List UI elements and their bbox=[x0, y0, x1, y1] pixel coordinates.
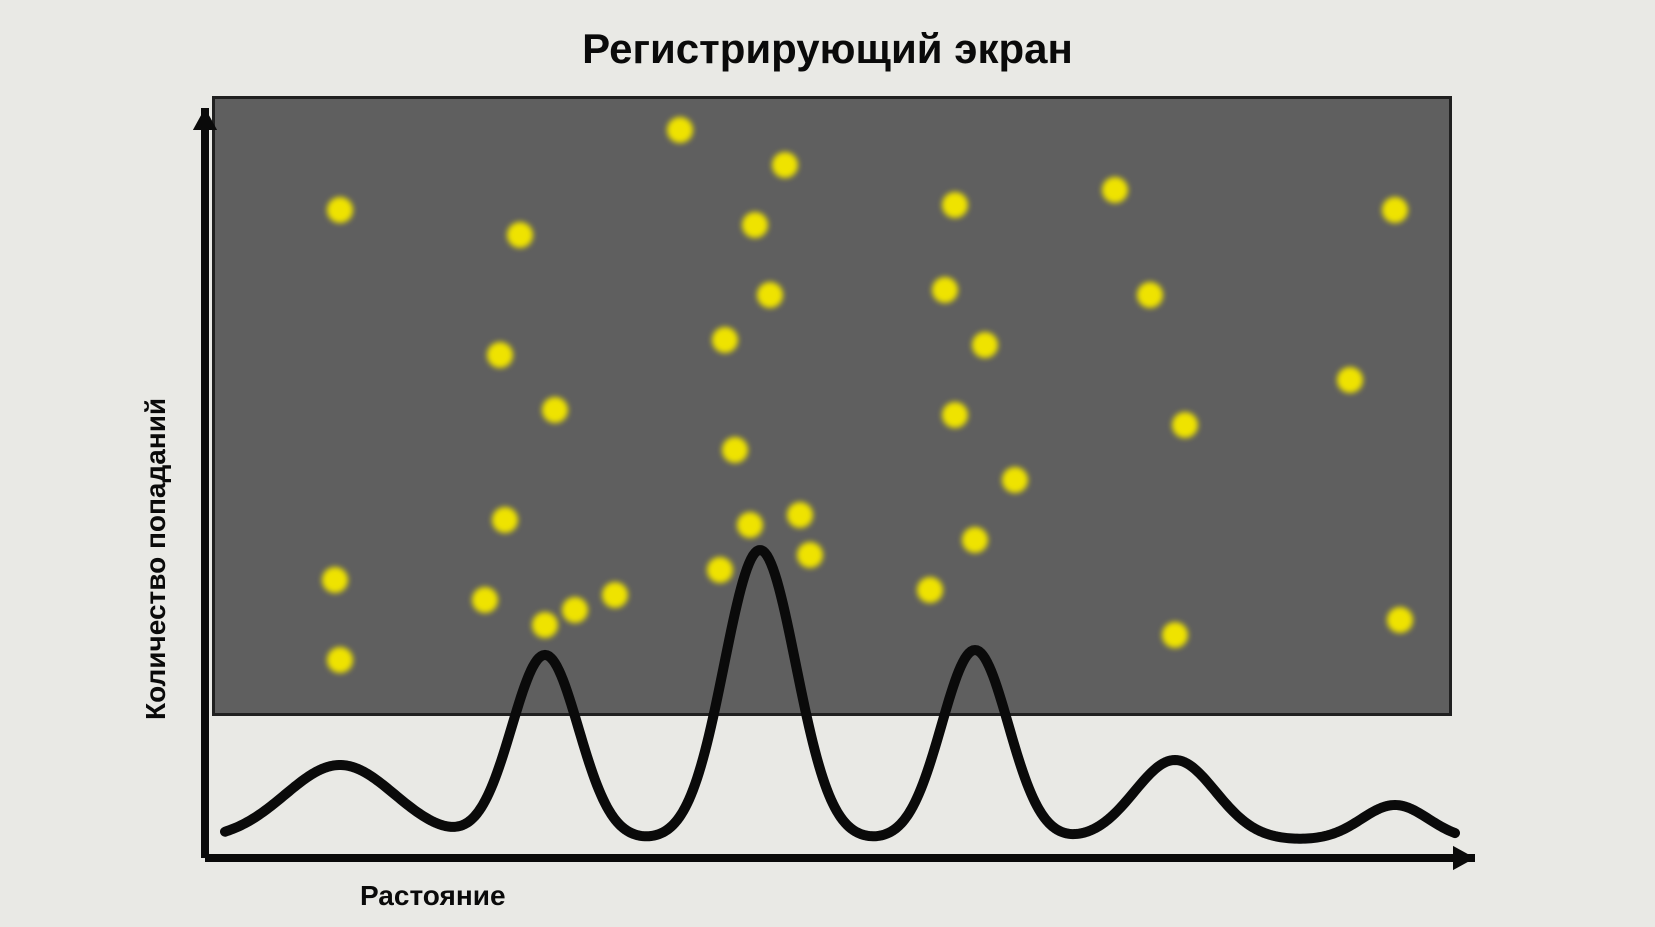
electron-hit-dot bbox=[942, 192, 968, 218]
electron-hit-dot bbox=[787, 502, 813, 528]
axes-and-curve bbox=[0, 0, 1655, 927]
electron-hit-dot bbox=[1002, 467, 1028, 493]
electron-hit-dot bbox=[962, 527, 988, 553]
electron-hit-dot bbox=[1137, 282, 1163, 308]
electron-hit-dot bbox=[667, 117, 693, 143]
electron-hit-dot bbox=[472, 587, 498, 613]
electron-hit-dot bbox=[327, 197, 353, 223]
electron-hit-dot bbox=[772, 152, 798, 178]
electron-hit-dot bbox=[1162, 622, 1188, 648]
electron-hit-dot bbox=[327, 647, 353, 673]
electron-hit-dot bbox=[917, 577, 943, 603]
electron-hit-dot bbox=[487, 342, 513, 368]
electron-hit-dot bbox=[542, 397, 568, 423]
electron-hit-dot bbox=[1337, 367, 1363, 393]
electron-hit-dot bbox=[742, 212, 768, 238]
electron-hit-dot bbox=[932, 277, 958, 303]
electron-hit-dot bbox=[532, 612, 558, 638]
electron-hit-dot bbox=[602, 582, 628, 608]
electron-hit-dot bbox=[757, 282, 783, 308]
electron-hit-dot bbox=[707, 557, 733, 583]
diagram-canvas: Регистрирующий экран Количество попадани… bbox=[0, 0, 1655, 927]
electron-hit-dot bbox=[972, 332, 998, 358]
electron-hit-dot bbox=[1387, 607, 1413, 633]
electron-hit-dot bbox=[322, 567, 348, 593]
electron-hit-dot bbox=[1102, 177, 1128, 203]
electron-hit-dot bbox=[507, 222, 533, 248]
electron-hit-dot bbox=[1382, 197, 1408, 223]
electron-hit-dot bbox=[492, 507, 518, 533]
electron-hit-dot bbox=[562, 597, 588, 623]
electron-hit-dot bbox=[1172, 412, 1198, 438]
electron-hit-dot bbox=[722, 437, 748, 463]
electron-hit-dot bbox=[737, 512, 763, 538]
electron-hit-dot bbox=[712, 327, 738, 353]
electron-hit-dot bbox=[942, 402, 968, 428]
electron-hit-dot bbox=[797, 542, 823, 568]
